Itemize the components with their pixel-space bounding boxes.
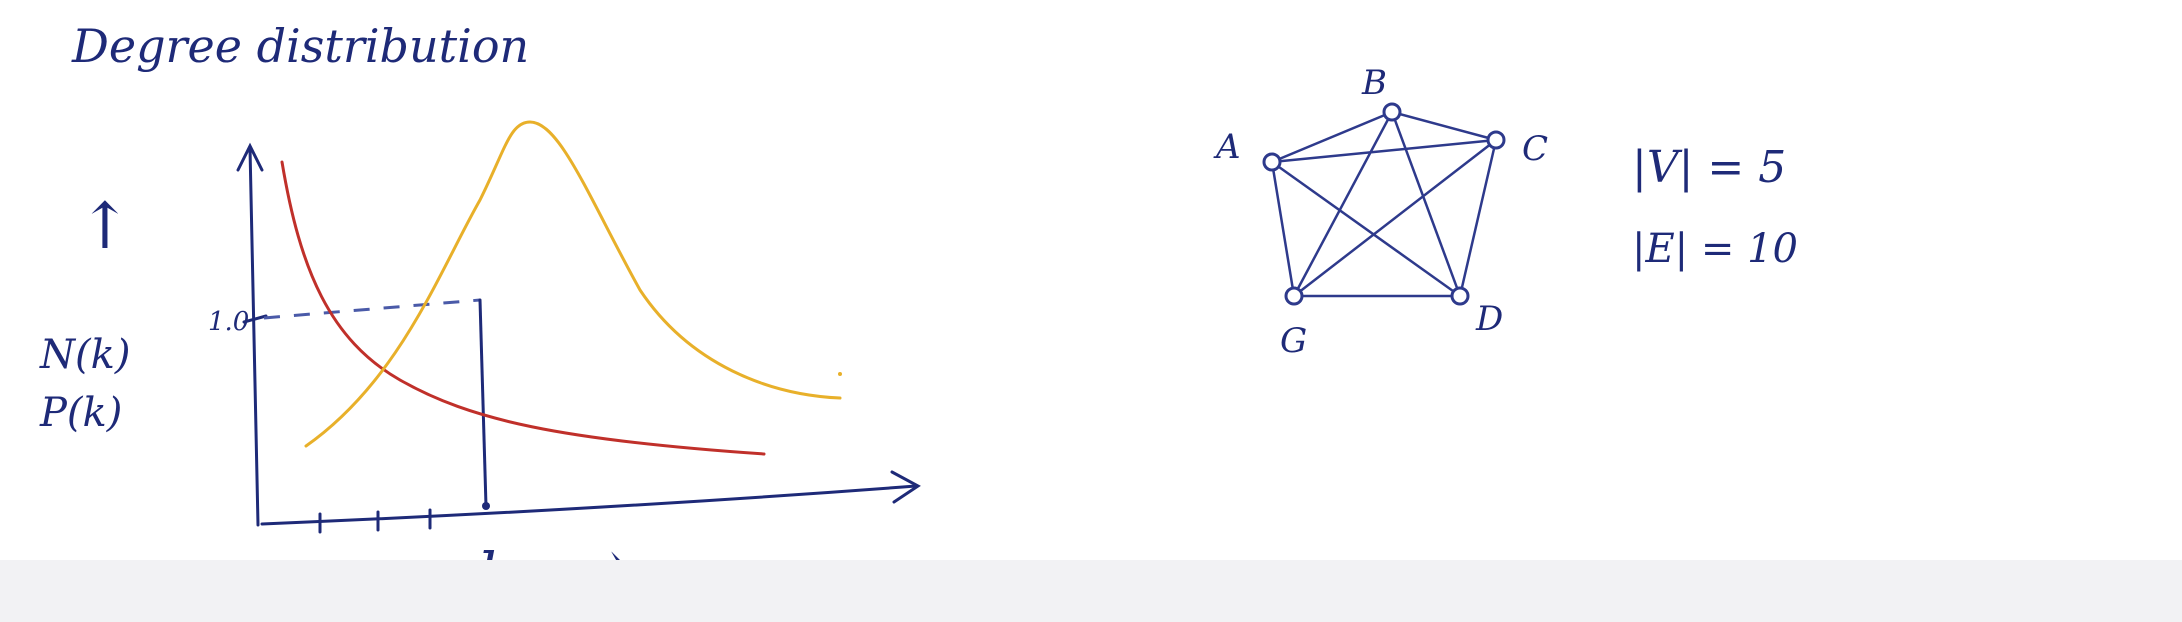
vertical-marker xyxy=(478,298,488,508)
x-axis-arrowhead xyxy=(890,470,921,504)
y-axis xyxy=(248,146,260,527)
node-label-A: A xyxy=(1213,127,1241,167)
red-decay-curve xyxy=(280,160,766,456)
plot-axes xyxy=(236,142,921,534)
edge-C-G xyxy=(1293,139,1497,297)
dashed-guide xyxy=(263,298,481,320)
node-B xyxy=(1382,102,1402,122)
vertex-count: |V| = 5 xyxy=(1632,142,1786,193)
yellow-curve-end-dot xyxy=(838,372,842,376)
node-label-D: D xyxy=(1475,299,1503,339)
up-arrow: ↑ xyxy=(78,190,132,264)
edge-B-D xyxy=(1390,111,1462,297)
edge-A-D xyxy=(1271,160,1461,298)
node-G xyxy=(1284,286,1304,306)
yellow-bell-curve xyxy=(304,120,842,448)
edge-A-G xyxy=(1270,161,1296,297)
x-axis xyxy=(260,484,918,526)
edge-count: |E| = 10 xyxy=(1632,226,1798,272)
title: Degree distribution xyxy=(71,19,529,73)
bottom-bar xyxy=(0,560,2182,622)
y-label-pk: P(k) xyxy=(39,390,122,436)
graph-nodes: A B C D G xyxy=(1213,63,1548,361)
complete-graph: A B C D G xyxy=(1213,63,1548,361)
node-label-C: C xyxy=(1522,129,1548,169)
y-tick-label: 1.0 xyxy=(208,307,249,337)
node-label-G: G xyxy=(1280,321,1307,361)
node-C xyxy=(1486,130,1506,150)
y-label-nk: N(k) xyxy=(39,332,130,378)
edge-A-C xyxy=(1271,138,1497,164)
graph-edges xyxy=(1270,110,1498,298)
node-D xyxy=(1450,286,1470,306)
edge-C-D xyxy=(1458,139,1498,297)
edge-B-C xyxy=(1391,110,1497,142)
node-label-B: B xyxy=(1361,63,1387,103)
edge-A-B xyxy=(1271,110,1393,164)
y-axis-arrowhead xyxy=(236,142,264,172)
edge-B-G xyxy=(1292,111,1394,297)
y-tick xyxy=(242,314,268,324)
node-A xyxy=(1262,152,1282,172)
marker-dot xyxy=(482,502,490,510)
